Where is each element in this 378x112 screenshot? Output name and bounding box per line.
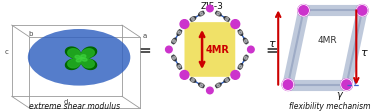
Circle shape <box>207 6 213 13</box>
Text: 4MR: 4MR <box>317 36 337 45</box>
Ellipse shape <box>177 30 182 37</box>
Circle shape <box>244 57 247 60</box>
Text: τ: τ <box>268 38 275 48</box>
Circle shape <box>169 44 173 48</box>
Ellipse shape <box>189 17 197 23</box>
Circle shape <box>298 5 310 17</box>
Circle shape <box>229 21 234 24</box>
Circle shape <box>231 20 240 29</box>
Circle shape <box>225 18 228 21</box>
Text: d: d <box>63 98 68 104</box>
Circle shape <box>244 40 247 43</box>
Text: flexibility mechanism: flexibility mechanism <box>289 101 371 110</box>
Text: extreme shear modulus: extreme shear modulus <box>29 101 120 110</box>
Circle shape <box>200 13 203 16</box>
Circle shape <box>180 27 184 31</box>
Circle shape <box>191 79 194 82</box>
Circle shape <box>178 65 181 68</box>
Ellipse shape <box>223 77 231 83</box>
Circle shape <box>235 70 240 73</box>
Circle shape <box>172 57 175 60</box>
Circle shape <box>172 40 175 43</box>
Ellipse shape <box>215 83 222 88</box>
Text: τ: τ <box>360 48 367 58</box>
Ellipse shape <box>28 30 130 86</box>
Circle shape <box>207 87 213 94</box>
Polygon shape <box>75 55 87 62</box>
Text: c: c <box>5 49 9 55</box>
Text: b: b <box>28 31 33 37</box>
Circle shape <box>229 76 234 80</box>
Text: =: = <box>138 43 151 57</box>
Circle shape <box>169 52 173 56</box>
Ellipse shape <box>198 83 205 88</box>
Circle shape <box>282 79 294 91</box>
Circle shape <box>191 18 194 21</box>
Circle shape <box>246 44 251 48</box>
Ellipse shape <box>215 12 222 17</box>
Circle shape <box>178 32 181 35</box>
Circle shape <box>204 10 208 14</box>
Ellipse shape <box>198 12 205 17</box>
Ellipse shape <box>243 38 249 45</box>
Circle shape <box>180 20 189 29</box>
Circle shape <box>356 5 368 17</box>
Circle shape <box>239 32 242 35</box>
Text: ZIF-3: ZIF-3 <box>200 2 223 11</box>
Circle shape <box>248 47 254 53</box>
Circle shape <box>186 21 190 24</box>
Circle shape <box>217 13 220 16</box>
Text: =: = <box>265 43 278 57</box>
Circle shape <box>239 65 242 68</box>
Ellipse shape <box>177 63 182 70</box>
Circle shape <box>180 70 184 73</box>
Circle shape <box>217 84 220 87</box>
Circle shape <box>246 52 251 56</box>
Text: a: a <box>143 33 147 39</box>
FancyBboxPatch shape <box>184 23 235 77</box>
Ellipse shape <box>243 55 249 62</box>
Ellipse shape <box>237 63 243 70</box>
Ellipse shape <box>171 55 177 62</box>
Polygon shape <box>65 48 96 70</box>
Circle shape <box>186 76 190 80</box>
Circle shape <box>341 79 352 91</box>
Text: 4MR: 4MR <box>206 45 229 55</box>
Circle shape <box>180 71 189 80</box>
Circle shape <box>212 10 215 14</box>
Circle shape <box>231 71 240 80</box>
Circle shape <box>225 79 228 82</box>
Text: γ: γ <box>336 90 342 99</box>
Circle shape <box>166 47 172 53</box>
Ellipse shape <box>237 30 243 37</box>
Circle shape <box>200 84 203 87</box>
Ellipse shape <box>171 38 177 45</box>
Polygon shape <box>68 49 94 68</box>
Circle shape <box>235 27 240 31</box>
Ellipse shape <box>223 17 231 23</box>
Circle shape <box>212 86 215 90</box>
Circle shape <box>204 86 208 90</box>
Ellipse shape <box>189 77 197 83</box>
